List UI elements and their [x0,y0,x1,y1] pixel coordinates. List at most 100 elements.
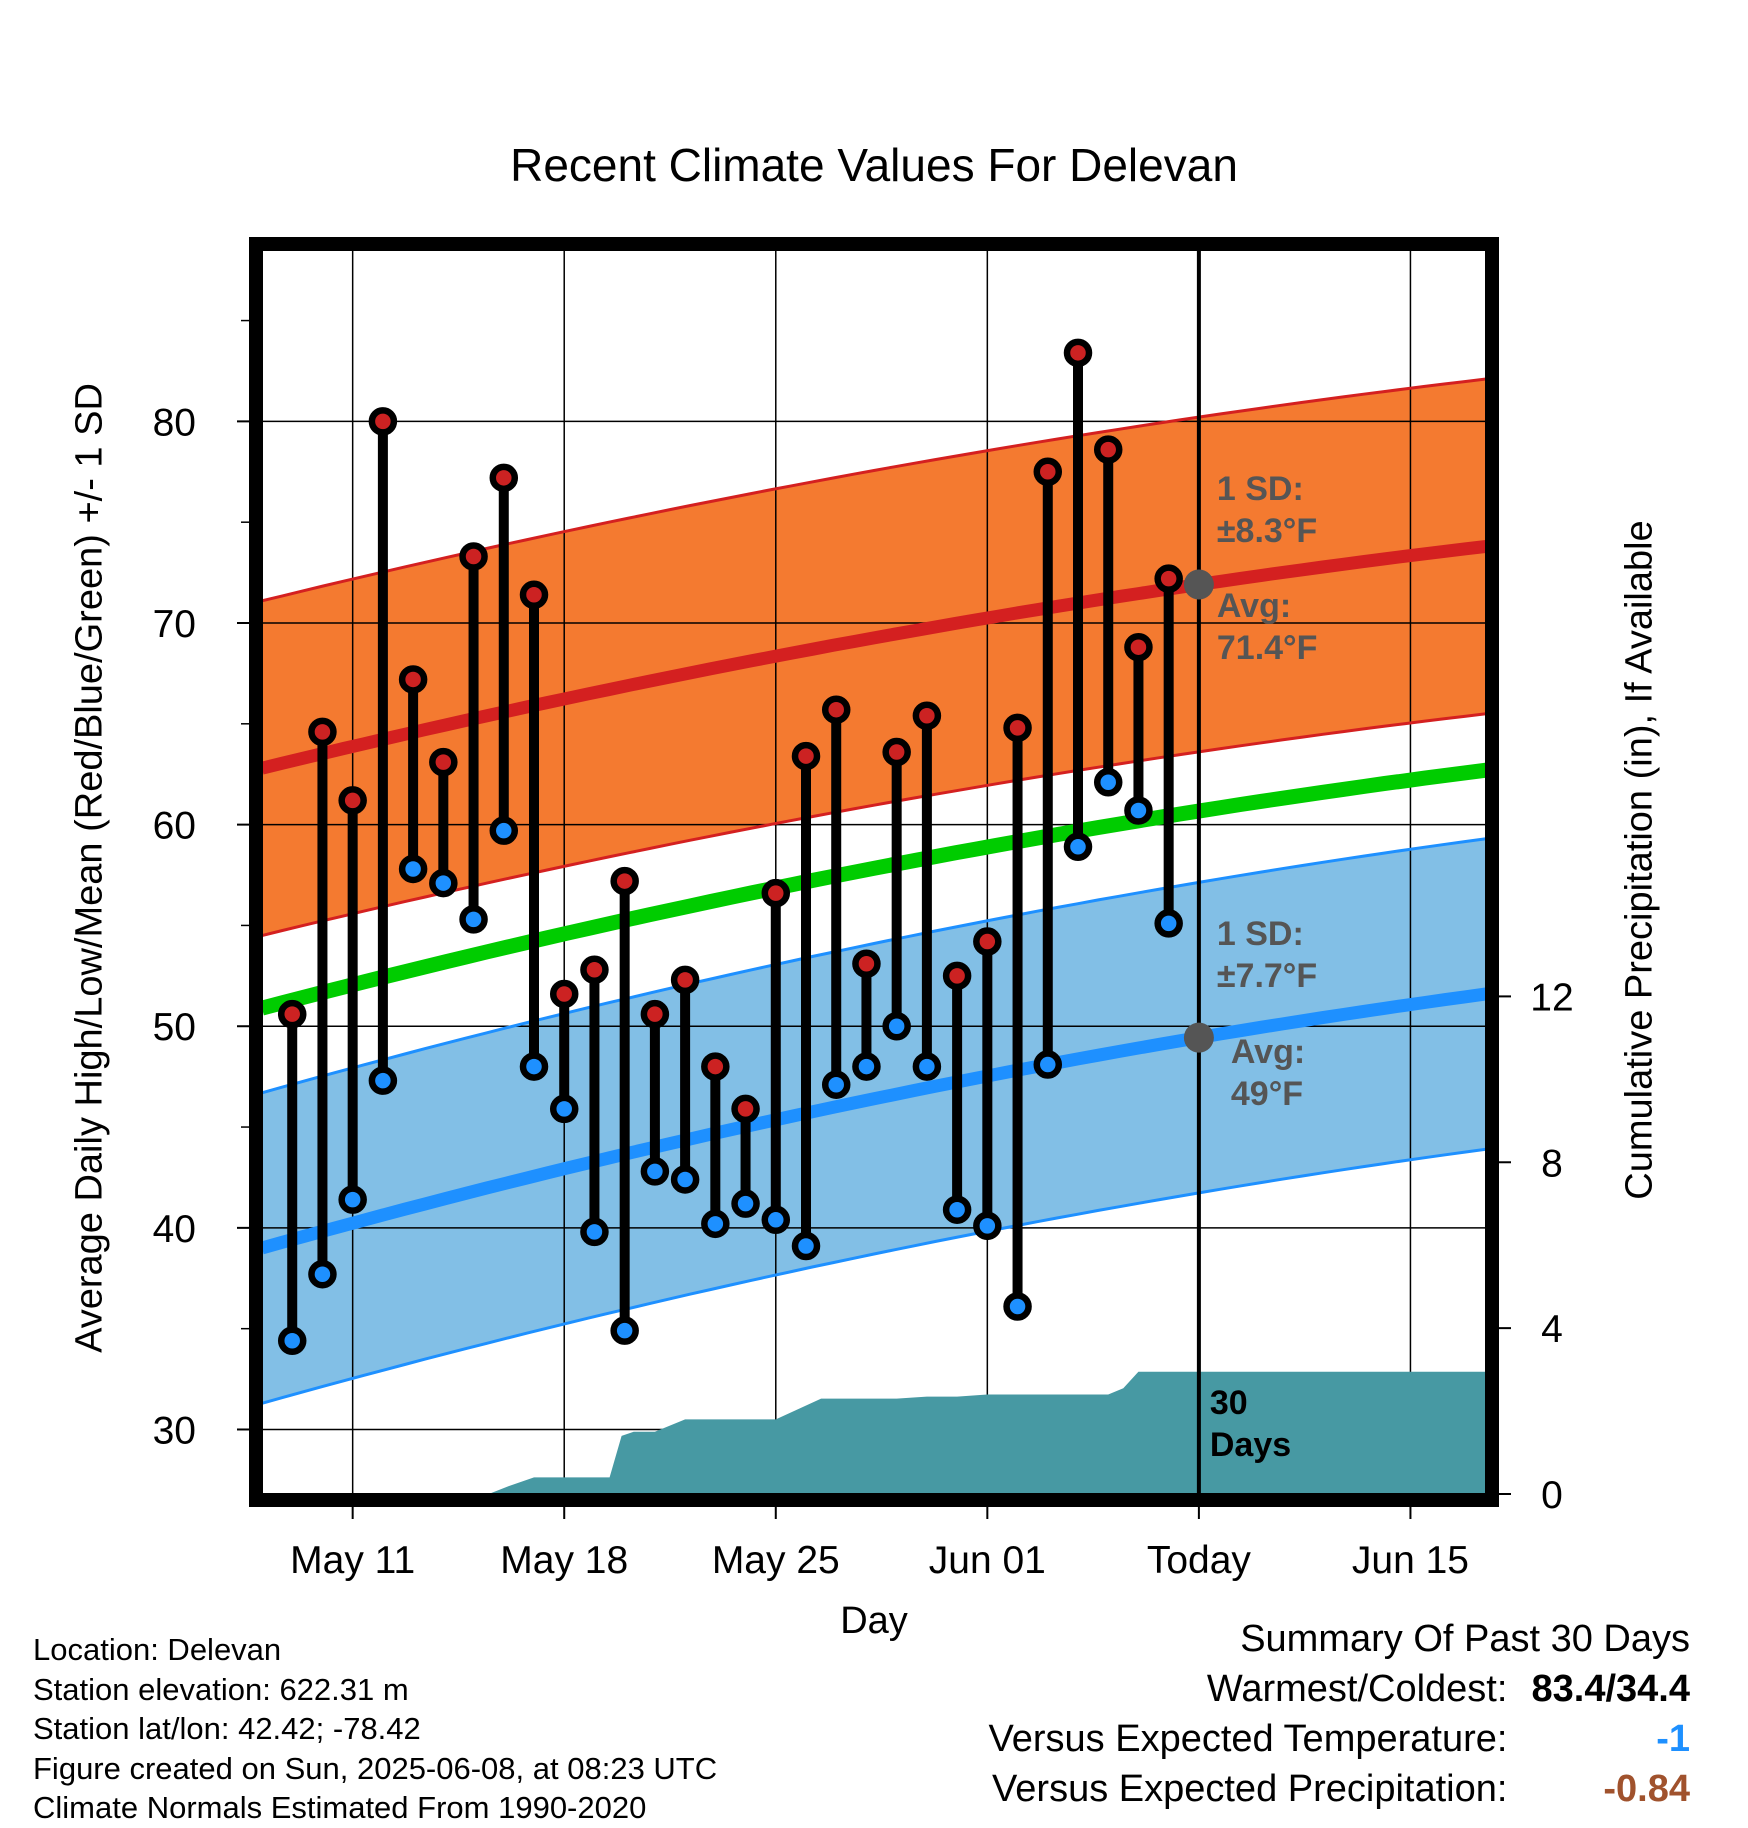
summary-panel: Summary Of Past 30 Days Warmest/Coldest:… [989,1614,1690,1814]
y-tick-label: 30 [153,1409,196,1452]
low-temp-point [1033,1050,1063,1079]
low-temp-point [398,854,428,884]
y-tick-label: 70 [153,603,196,646]
x-axis-label: Day [840,1600,908,1642]
high-temp-point [610,866,639,896]
latlon-text: Station lat/lon: 42.42; -78.42 [33,1711,421,1746]
high-temp-point [973,927,1002,956]
high-temp-point [670,965,700,995]
low-temp-point [1003,1292,1032,1321]
low-temp-point [761,1205,791,1235]
high-temp-point [1124,632,1153,662]
summary-precip: Versus Expected Precipitation: -0.84 [989,1764,1690,1814]
high-temp-point [852,949,881,978]
y-tick-label: 40 [153,1208,196,1251]
high-temp-point [942,961,972,991]
low-temp-point [489,816,519,845]
high-temp-point [277,999,307,1029]
temp-label: Versus Expected Temperature: [988,1718,1508,1760]
high-sd-value: ±8.3°F [1217,512,1317,550]
high-temp-point [761,878,791,908]
high-avg-value: 71.4°F [1217,629,1318,667]
y2-tick-label: 4 [1541,1308,1563,1351]
high-temp-point [701,1052,730,1081]
avg-high-line [262,539,1486,775]
low-temp-point [670,1165,700,1194]
y-tick-label: 50 [153,1006,196,1049]
high-sd-label: 1 SD: [1217,470,1304,508]
low-avg-label: Avg: [1231,1033,1305,1071]
low-temp-point [701,1209,730,1239]
low-temp-point [821,1070,851,1099]
low-temp-point [1124,796,1153,825]
high-temp-point [398,665,428,694]
elevation-text: Station elevation: 622.31 m [33,1671,409,1707]
warm-cold-value: 83.4/34.4 [1531,1668,1690,1710]
y-tick-label: 60 [153,805,196,848]
low-temp-point [731,1189,760,1218]
summary-heading: Summary Of Past 30 Days [1240,1618,1690,1660]
precip-value: -0.84 [1603,1768,1690,1810]
low-temp-point [791,1231,821,1261]
low-temp-point [459,905,488,934]
summary-temp: Versus Expected Temperature: -1 [989,1714,1690,1764]
high-temp-point [308,717,337,747]
low-temp-point [549,1094,579,1124]
high-temp-point [791,741,821,771]
low-temp-point [640,1157,670,1186]
low-temp-point [338,1185,367,1214]
today-avg-high-point [1183,569,1214,600]
y2-tick-label: 12 [1530,976,1573,1019]
high-temp-point [731,1094,760,1124]
x-tick-label: Today [1147,1539,1252,1582]
high-avg-label: Avg: [1217,587,1291,625]
high-temp-point [429,747,458,777]
low-sd-band [262,838,1486,1404]
low-temp-point [1093,768,1123,797]
summary-warm-cold: Warmest/Coldest: 83.4/34.4 [989,1664,1690,1714]
x-tick-label: May 11 [290,1539,415,1582]
period-label-line1: 30 [1210,1384,1248,1422]
x-tick-label: Jun 01 [929,1539,1046,1582]
high-temp-point [1093,435,1123,464]
normals-text: Climate Normals Estimated From 1990-2020 [33,1790,647,1825]
precip-area [488,1371,1486,1494]
low-temp-point [852,1052,881,1081]
chart-title: Recent Climate Values For Delevan [510,139,1238,191]
high-sd-lower-edge [262,712,1486,937]
today-avg-low-point [1183,1022,1214,1053]
created-text: Figure created on Sun, 2025-06-08, at 08… [33,1750,718,1786]
period-label-line2: Days [1210,1426,1291,1464]
high-temp-point [519,580,549,610]
y2-tick-label: 8 [1541,1142,1563,1185]
low-sd-value: ±7.7°F [1217,957,1317,995]
low-temp-point [1063,832,1093,862]
avg-low-line [262,987,1486,1255]
high-temp-point [640,999,670,1029]
y-tick-label: 80 [153,401,196,444]
low-temp-point [882,1011,911,1041]
high-temp-point [459,542,488,571]
low-temp-point [308,1259,337,1289]
high-temp-point [912,701,942,730]
high-temp-point [1033,457,1063,487]
low-temp-point [942,1195,972,1224]
high-temp-point [549,979,579,1009]
x-tick-label: May 18 [500,1539,628,1582]
high-temp-point [882,737,911,767]
x-tick-label: Jun 15 [1352,1539,1469,1582]
warm-cold-label: Warmest/Coldest: [1206,1668,1508,1710]
low-temp-point [368,1066,398,1095]
y-axis-label: Average Daily High/Low/Mean (Red/Blue/Gr… [68,383,111,1353]
low-sd-label: 1 SD: [1217,915,1304,953]
high-temp-point [1063,338,1093,368]
x-tick-label: May 25 [712,1539,840,1582]
high-temp-point [489,463,519,493]
y2-tick-label: 0 [1541,1474,1563,1517]
low-temp-point [580,1217,609,1247]
location-text: Location: Delevan [33,1632,282,1667]
low-sd-lower-edge [262,1147,1486,1405]
precip-label: Versus Expected Precipitation: [992,1768,1508,1810]
low-temp-point [610,1316,639,1345]
